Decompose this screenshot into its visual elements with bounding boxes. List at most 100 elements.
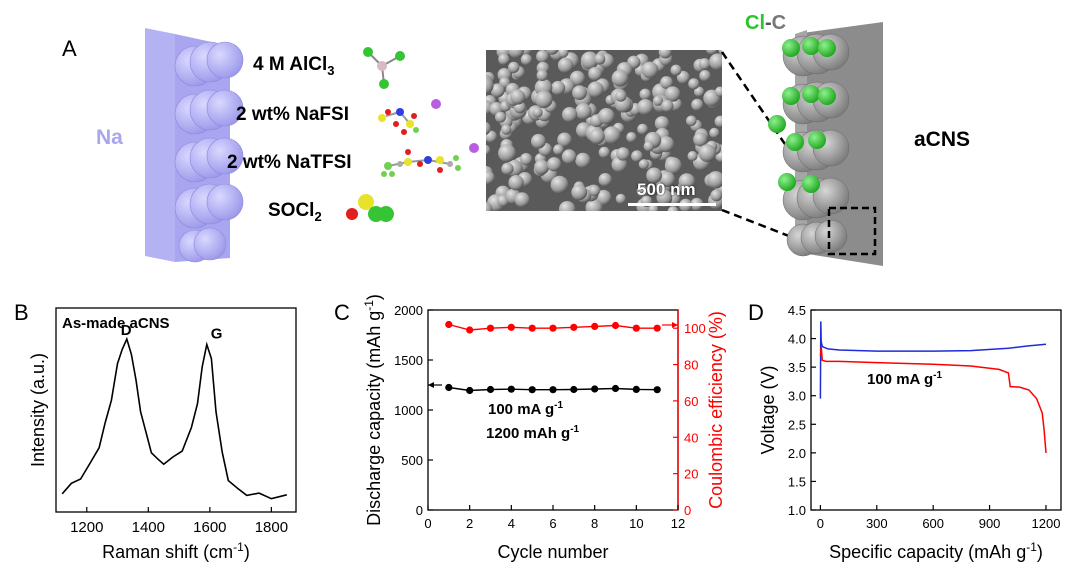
annotation-text: 100 mA g (488, 401, 554, 418)
rate-annotation: 100 mA g-1 (488, 400, 563, 418)
sem-particle (603, 126, 621, 144)
x-tick-label: 6 (549, 516, 556, 531)
x-axis-label: Raman shift (cm-1) (102, 540, 250, 562)
sem-particle (709, 127, 720, 138)
sem-particle (547, 157, 562, 172)
reagent-sub: 2 (314, 208, 322, 224)
sem-particle (498, 53, 510, 65)
sem-particle (626, 132, 637, 143)
discharge-capacity-point (611, 384, 620, 393)
right-arrow-head-icon (672, 322, 678, 328)
coulombic-efficiency-point (445, 320, 453, 329)
y-tick-label: 2000 (394, 303, 423, 318)
sem-particle (514, 192, 530, 208)
sem-particle (616, 147, 630, 161)
sem-particle (508, 61, 520, 74)
y-axis-label: Discharge capacity (mAh g-1) (362, 294, 384, 526)
ylabel-sup: -1 (362, 300, 376, 311)
xlabel-sup: -1 (1026, 540, 1037, 554)
coulombic-efficiency-point (611, 321, 620, 330)
reagent-text: SOCl (268, 200, 315, 221)
annotation-text: 1200 mAh g (486, 425, 570, 442)
na-label: Na (96, 126, 123, 149)
sem-particle (598, 108, 615, 125)
sem-particle (678, 173, 695, 190)
sem-particle (658, 136, 675, 153)
sem-particle (637, 123, 648, 135)
sem-particle (501, 124, 512, 135)
raman-spectrum-line (61, 336, 287, 500)
reagent-alcl3: 4 M AlCl3 (253, 54, 334, 78)
x-tick-label: 600 (922, 516, 944, 531)
sem-particle (536, 50, 549, 63)
xlabel-end: ) (1037, 542, 1043, 562)
y-axis-label: Intensity (a.u.) (28, 353, 48, 467)
sem-particle (553, 144, 564, 155)
natfsi-molecule-icon (381, 143, 479, 177)
y-tick-label: 4.0 (788, 332, 806, 347)
annotation-sup: -1 (570, 424, 579, 435)
annotation-sup: -1 (554, 400, 563, 411)
acns-cathode-illustration (768, 22, 883, 266)
sem-particle (561, 149, 577, 164)
sem-particle (575, 103, 592, 120)
x-tick-label: 1600 (193, 519, 226, 536)
sem-particle (631, 150, 643, 162)
y-tick-label: 4.5 (788, 303, 806, 318)
y2-tick-label: 60 (684, 394, 698, 409)
sem-particle (694, 86, 705, 97)
sem-particle (646, 167, 662, 184)
sem-particle (699, 70, 711, 82)
sem-particle (557, 132, 572, 148)
discharge-capacity-point (549, 386, 557, 394)
discharge-capacity-point (507, 385, 515, 393)
y2-tick-label: 100 (684, 321, 706, 336)
y2-tick-label: 0 (684, 503, 691, 518)
y-tick-label: 1.0 (788, 503, 806, 518)
x-tick-label: 10 (629, 516, 643, 531)
sem-particle (545, 50, 559, 55)
x-tick-label: 900 (979, 516, 1001, 531)
y-tick-label: 1000 (394, 403, 423, 418)
sem-particle (693, 132, 708, 147)
discharge-capacity-point (528, 386, 536, 394)
coulombic-efficiency-point (549, 324, 557, 332)
sem-particle (686, 115, 697, 127)
panel-d-label: D (748, 300, 764, 325)
sem-particle (585, 199, 603, 211)
sem-particle (532, 107, 543, 118)
y-tick-label: 1.5 (788, 474, 806, 489)
acns-label: aCNS (914, 128, 971, 151)
x-tick-label: 1400 (132, 519, 165, 536)
sem-particle (648, 204, 659, 211)
xlabel-text: Specific capacity (mAh g (829, 542, 1026, 562)
coulombic-efficiency-point (466, 326, 474, 334)
x-tick-label: 1200 (70, 519, 103, 536)
alcl3-molecule-icon (363, 47, 405, 89)
sem-particle (569, 70, 585, 86)
rate-annotation: 100 mA g-1 (867, 370, 942, 388)
sem-particle (714, 86, 722, 97)
sem-particle (550, 175, 569, 194)
x-tick-label: 300 (866, 516, 888, 531)
y-tick-label: 0 (416, 503, 423, 518)
sem-particle (698, 58, 711, 70)
sem-particle (575, 152, 591, 168)
discharge-capacity-point (591, 385, 599, 393)
discharge-capacity-point (653, 386, 661, 394)
sem-particle (486, 201, 493, 211)
sem-particle (710, 189, 722, 202)
voltage-chart: 0 300 600 900 1200 1.0 1.5 2.0 2.5 3.0 3.5 4.0 4.5 1… (758, 303, 1062, 562)
discharge-capacity-point (632, 385, 640, 393)
discharge-capacity-point (445, 383, 453, 392)
ylabel-text: Discharge capacity (mAh g (364, 311, 384, 526)
sem-particle (659, 171, 675, 188)
sem-particle (562, 107, 578, 123)
annotation-sup: -1 (933, 370, 942, 381)
sem-particle (660, 76, 673, 89)
sem-particle (709, 53, 722, 70)
charge-curve (819, 321, 1047, 399)
y2-tick-label: 20 (684, 467, 698, 482)
discharge-curve (819, 347, 1047, 453)
sem-particle (664, 86, 681, 102)
